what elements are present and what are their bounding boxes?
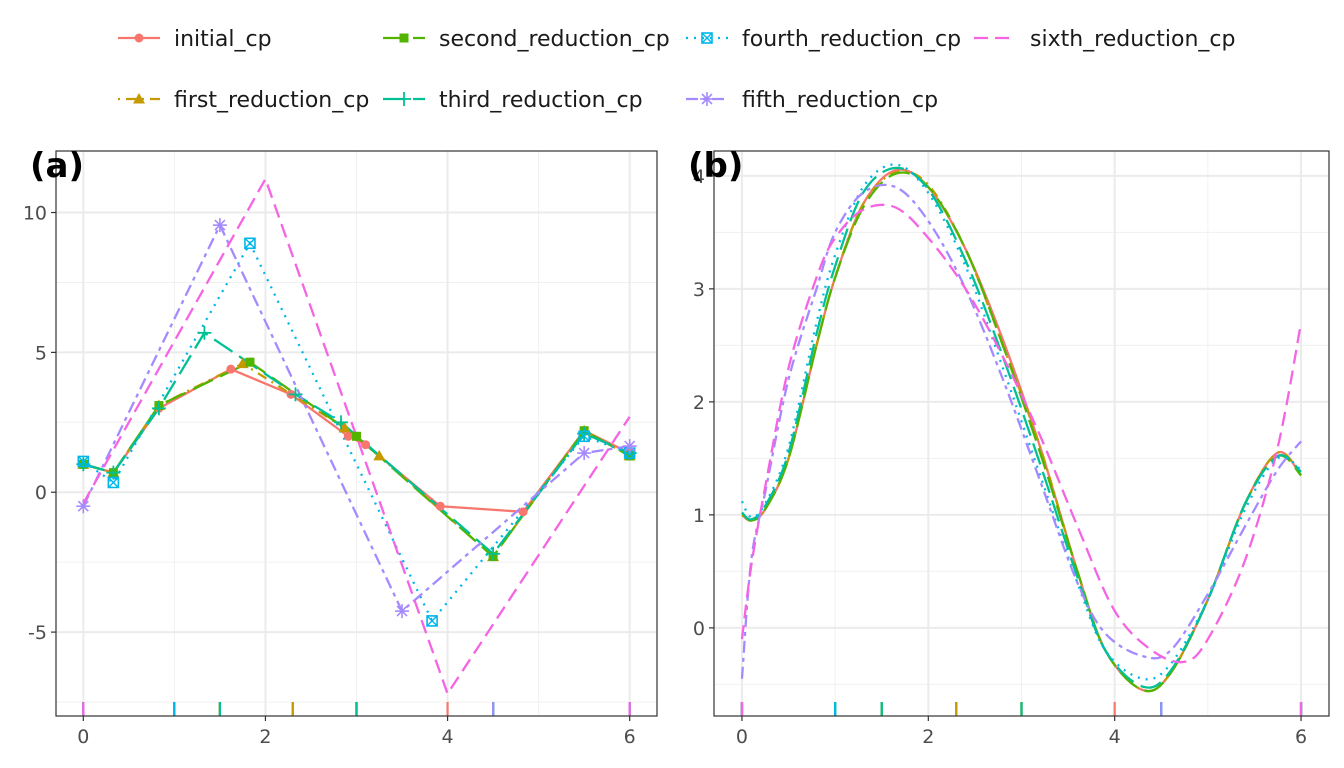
data-point-fourth_reduction_cp <box>107 476 120 489</box>
data-point-initial_cp <box>518 507 528 517</box>
data-point-fourth_reduction_cp <box>426 615 438 627</box>
data-point-fourth_reduction_cp <box>578 430 590 443</box>
series-line-sixth_reduction_cp <box>82 176 631 697</box>
legend-key-marker <box>134 33 144 43</box>
data-point-third_reduction_cp <box>486 546 501 561</box>
legend-label: initial_cp <box>174 27 272 52</box>
legend-key-marker <box>399 33 409 43</box>
data-point-initial_cp <box>226 364 236 374</box>
y-tick-label: 4 <box>693 166 705 188</box>
legend-label: fifth_reduction_cp <box>742 88 938 113</box>
data-point-fifth_reduction_cp <box>212 218 227 233</box>
legend: initial_cp second_reduction_cp fourth_redu… <box>118 27 1235 113</box>
y-tick-label: 5 <box>35 342 47 364</box>
data-point-fourth_reduction_cp <box>244 237 256 250</box>
data-point-third_reduction_cp <box>197 325 212 340</box>
y-tick-label: -5 <box>28 622 47 644</box>
legend-item-fifth_reduction_cp: fifth_reduction_cp <box>686 88 938 113</box>
y-tick-label: 1 <box>693 505 705 527</box>
legend-key-marker <box>133 93 145 104</box>
legend-item-third_reduction_cp: third_reduction_cp <box>383 88 643 113</box>
y-tick-label: 0 <box>693 618 705 640</box>
legend-key-marker <box>700 92 714 106</box>
legend-label: sixth_reduction_cp <box>1030 27 1235 52</box>
y-tick-label: 10 <box>23 203 47 225</box>
x-tick-label: 0 <box>736 726 748 748</box>
panel-a: 0 2 4 6 -5 0 5 10 (a) <box>23 146 658 748</box>
data-point-fifth_reduction_cp <box>76 499 91 514</box>
legend-item-fourth_reduction_cp: fourth_reduction_cp <box>686 27 961 52</box>
x-tick-label: 4 <box>1109 726 1121 748</box>
panel-tag: (a) <box>30 146 84 186</box>
series-line-fifth_reduction_cp <box>740 183 1302 679</box>
data-point-first_reduction_cp <box>373 449 386 461</box>
legend-item-first_reduction_cp: first_reduction_cp <box>118 88 369 113</box>
series-line-third_reduction_cp <box>741 166 1302 689</box>
data-point-fifth_reduction_cp <box>577 446 592 461</box>
legend-item-second_reduction_cp: second_reduction_cp <box>383 27 670 52</box>
data-point-fifth_reduction_cp <box>622 439 637 454</box>
x-tick-label: 0 <box>77 726 89 748</box>
legend-label: third_reduction_cp <box>439 88 643 113</box>
panel-border <box>55 150 658 717</box>
data-point-third_reduction_cp <box>334 415 349 430</box>
data-point-fourth_reduction_cp <box>77 455 90 468</box>
series-line-sixth_reduction_cp <box>740 203 1303 664</box>
y-tick-label: 0 <box>35 482 47 504</box>
data-point-initial_cp <box>361 440 371 450</box>
y-tick-label: 2 <box>693 392 705 414</box>
legend-item-initial_cp: initial_cp <box>118 27 272 52</box>
data-point-third_reduction_cp <box>288 387 303 402</box>
legend-label: first_reduction_cp <box>174 88 369 113</box>
data-point-initial_cp <box>343 431 353 441</box>
data-point-second_reduction_cp <box>245 357 255 367</box>
legend-label: fourth_reduction_cp <box>742 27 961 52</box>
data-point-fifth_reduction_cp <box>395 604 410 619</box>
legend-key-marker <box>701 32 713 44</box>
data-point-first_reduction_cp <box>338 421 351 433</box>
data-point-initial_cp <box>435 501 445 511</box>
data-point-third_reduction_cp <box>151 401 166 416</box>
x-tick-label: 2 <box>259 726 271 748</box>
x-tick-label: 6 <box>624 726 636 748</box>
legend-label: second_reduction_cp <box>439 27 670 52</box>
panel-border <box>713 150 1330 717</box>
data-point-second_reduction_cp <box>352 431 361 441</box>
y-tick-label: 3 <box>693 279 705 301</box>
legend-key-marker <box>397 92 411 106</box>
legend-item-sixth_reduction_cp: sixth_reduction_cp <box>974 27 1235 52</box>
x-tick-label: 2 <box>922 726 934 748</box>
x-tick-label: 4 <box>442 726 454 748</box>
panel-tag: (b) <box>688 146 743 186</box>
x-tick-label: 6 <box>1295 726 1307 748</box>
